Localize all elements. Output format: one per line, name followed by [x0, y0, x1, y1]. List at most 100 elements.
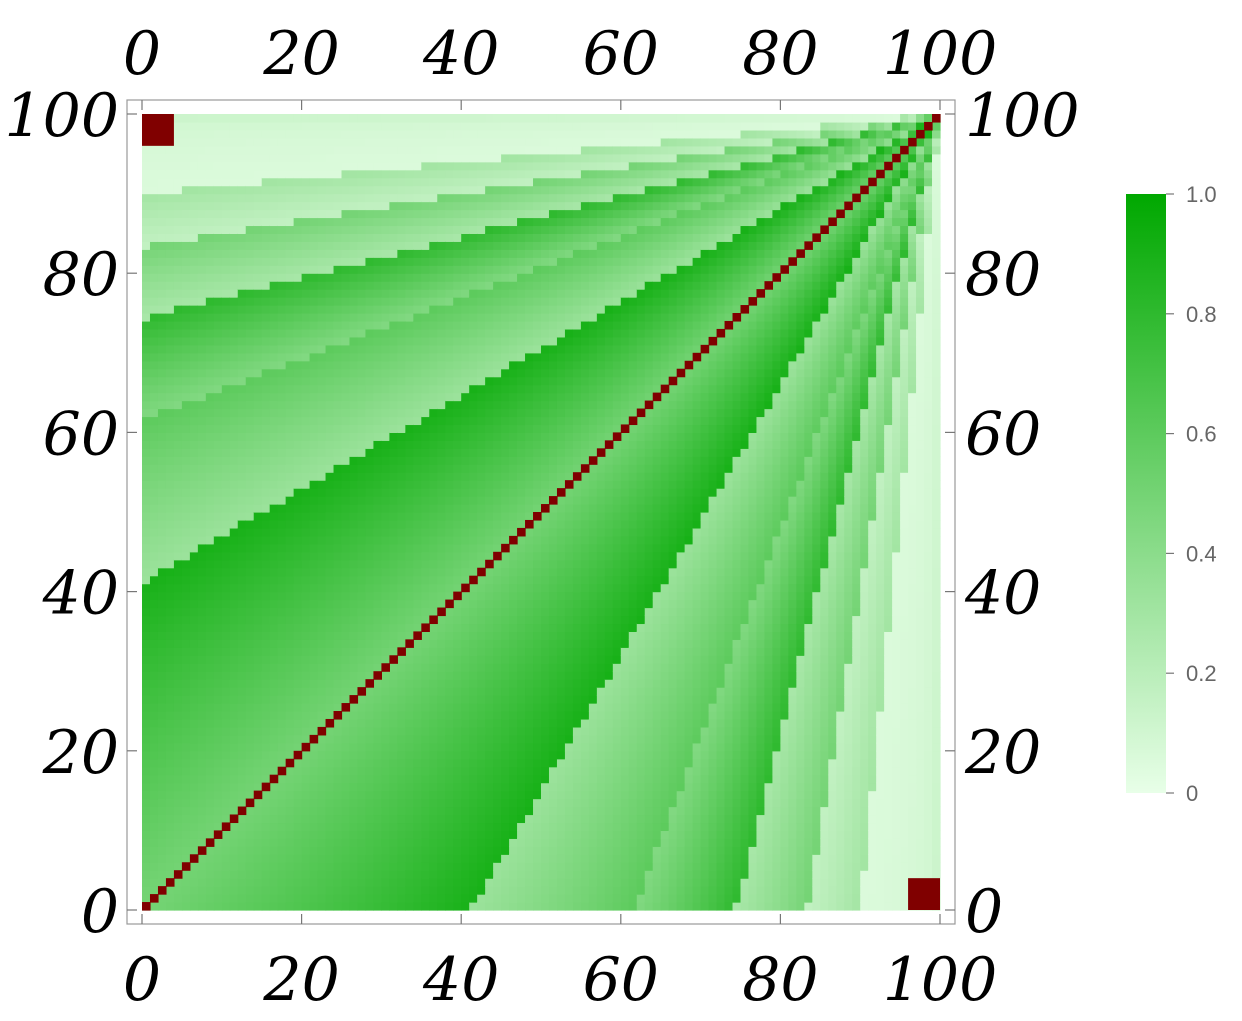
- heatmap-cell: [525, 193, 534, 203]
- heatmap-cell: [365, 432, 375, 441]
- heatmap-cell: [357, 559, 367, 569]
- heatmap-cell: [357, 718, 367, 728]
- heatmap-cell: [485, 424, 494, 433]
- heatmap-cell: [421, 352, 430, 362]
- heatmap-cell: [381, 862, 390, 871]
- heatmap-cell: [245, 352, 255, 362]
- heatmap-cell: [277, 878, 287, 887]
- heatmap-cell: [142, 281, 151, 290]
- heatmap-cell: [213, 305, 223, 314]
- heatmap-cell: [269, 559, 279, 569]
- heatmap-cell: [309, 726, 319, 736]
- heatmap-cell: [245, 137, 255, 147]
- heatmap-cell: [437, 527, 446, 537]
- heatmap-cell: [477, 894, 486, 903]
- heatmap-cell: [445, 320, 454, 330]
- heatmap-cell: [253, 543, 263, 553]
- heatmap-cell: [142, 631, 151, 640]
- heatmap-cell: [173, 400, 183, 410]
- heatmap-cell: [157, 687, 167, 696]
- heatmap-cell: [525, 902, 534, 911]
- heatmap-cell: [349, 734, 359, 744]
- heatmap-cell: [365, 846, 375, 855]
- heatmap-cell: [341, 790, 351, 800]
- heatmap-cell: [389, 201, 398, 211]
- heatmap-cell: [349, 806, 359, 816]
- heatmap-cell: [197, 313, 207, 322]
- heatmap-cell: [269, 177, 279, 187]
- heatmap-cell: [237, 169, 247, 179]
- heatmap-cell: [517, 878, 526, 887]
- heatmap-cell: [309, 440, 319, 449]
- heatmap-cell: [533, 217, 542, 227]
- heatmap-cell: [293, 790, 303, 800]
- heatmap-cell: [365, 766, 375, 776]
- heatmap-cell: [437, 623, 446, 632]
- heatmap-cell: [269, 591, 279, 601]
- heatmap-cell: [325, 257, 335, 266]
- heatmap-cell: [197, 504, 207, 513]
- heatmap-cell: [181, 798, 191, 808]
- heatmap-cell: [469, 782, 478, 792]
- heatmap-cell: [469, 273, 478, 282]
- heatmap-cell: [205, 424, 215, 433]
- heatmap-cell: [365, 854, 375, 863]
- heatmap-cell: [517, 655, 526, 664]
- heatmap-cell: [277, 145, 287, 155]
- heatmap-cell: [429, 679, 438, 688]
- heatmap-cell: [445, 551, 454, 561]
- heatmap-cell: [421, 432, 430, 441]
- heatmap-cell: [142, 344, 151, 354]
- heatmap-cell: [349, 432, 359, 441]
- heatmap-cell: [365, 512, 375, 521]
- heatmap-cell: [333, 129, 343, 139]
- heatmap-cell: [213, 257, 223, 266]
- heatmap-cell: [341, 145, 351, 155]
- heatmap-cell: [469, 886, 478, 895]
- heatmap-cell: [142, 551, 151, 561]
- heatmap-cell: [341, 647, 351, 656]
- heatmap-cell: [229, 543, 239, 553]
- heatmap-cell: [357, 599, 367, 609]
- heatmap-cell: [405, 902, 414, 911]
- heatmap-cell: [229, 607, 239, 617]
- heatmap-cell: [213, 392, 223, 402]
- heatmap-cell: [493, 607, 502, 617]
- heatmap-cell: [173, 639, 183, 648]
- heatmap-cell: [341, 543, 351, 553]
- heatmap-cell: [301, 432, 311, 441]
- heatmap-cell: [477, 782, 486, 792]
- heatmap-cell: [525, 185, 534, 195]
- heatmap-cell: [445, 424, 454, 433]
- heatmap-cell: [533, 631, 542, 640]
- heatmap-cell: [421, 249, 430, 258]
- heatmap-cell: [157, 185, 167, 195]
- heatmap-cell: [142, 814, 151, 824]
- heatmap-cell: [205, 742, 215, 752]
- heatmap-cell: [269, 225, 279, 234]
- heatmap-cell: [341, 527, 351, 537]
- heatmap-cell: [493, 519, 502, 529]
- heatmap-cell: [277, 114, 287, 123]
- heatmap-cell: [173, 687, 183, 696]
- heatmap-cell: [157, 328, 167, 338]
- heatmap-cell: [357, 814, 367, 824]
- heatmap-cell: [357, 456, 367, 465]
- heatmap-cell: [173, 607, 183, 617]
- heatmap-cell: [325, 519, 335, 529]
- heatmap-cell: [477, 790, 486, 800]
- heatmap-cell: [357, 185, 367, 195]
- heatmap-cell: [389, 480, 398, 489]
- heatmap-cell: [317, 559, 327, 569]
- heatmap-cell: [533, 177, 542, 187]
- heatmap-cell: [229, 249, 239, 258]
- heatmap-cell: [173, 472, 183, 481]
- heatmap-cell: [285, 862, 295, 871]
- heatmap-cell: [333, 687, 343, 696]
- heatmap-cell: [245, 408, 255, 418]
- heatmap-cell: [189, 400, 199, 410]
- heatmap-cell: [189, 607, 199, 617]
- heatmap-cell: [189, 758, 199, 768]
- heatmap-cell: [309, 400, 319, 410]
- heatmap-cell: [189, 352, 199, 362]
